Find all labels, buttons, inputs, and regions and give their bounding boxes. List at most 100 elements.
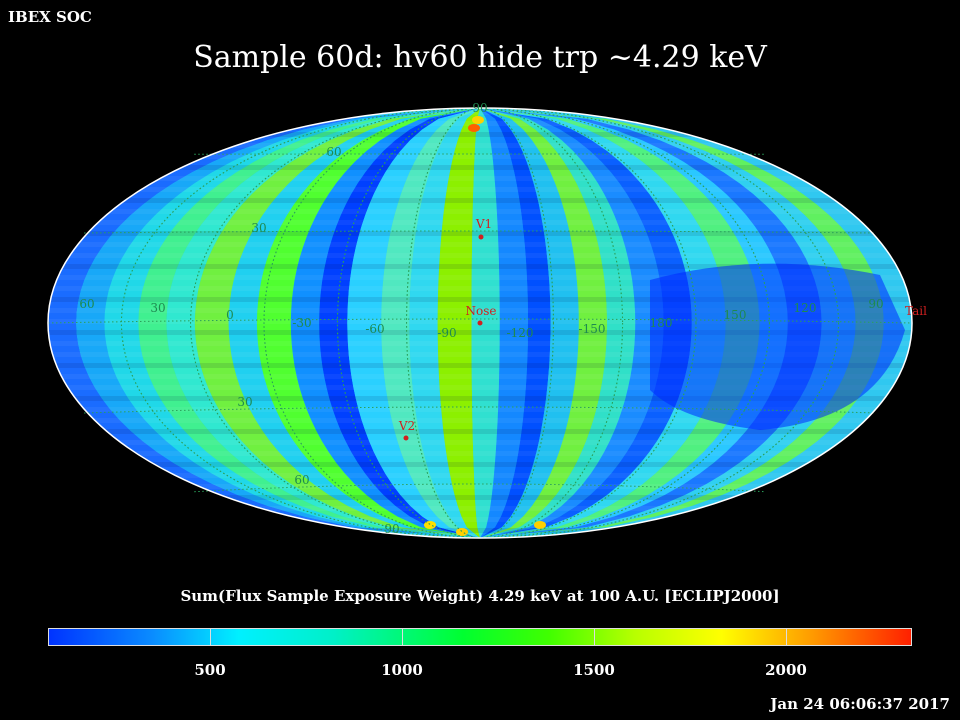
v2-marker	[403, 435, 409, 441]
hot-spot	[456, 528, 468, 536]
graticule-parallel	[194, 483, 766, 493]
lon-label-minus-120: -120	[507, 326, 534, 340]
pixel-texture-row	[48, 418, 912, 423]
pixel-texture-row	[48, 407, 912, 412]
pixel-texture-row	[48, 110, 912, 115]
pixel-texture-row	[48, 187, 912, 192]
pixel-texture-row	[48, 209, 912, 214]
pixel-texture-row	[48, 154, 912, 159]
pixel-texture-row	[48, 297, 912, 302]
colorbar-label-2000: 2000	[765, 661, 807, 679]
colorbar	[48, 628, 912, 646]
pixel-texture-row	[48, 242, 912, 247]
pixel-texture-row	[48, 440, 912, 445]
flux-band	[480, 108, 726, 538]
nose-marker	[477, 320, 483, 326]
map-fill	[48, 108, 912, 544]
flux-band	[480, 108, 579, 538]
colorbar-label-1000: 1000	[381, 661, 423, 679]
flux-band	[347, 108, 480, 538]
pixel-texture-row	[48, 363, 912, 368]
graticule-meridian	[336, 107, 624, 539]
flux-band	[480, 108, 664, 538]
pixel-texture-row	[48, 275, 912, 280]
v2-label: V2	[398, 419, 415, 433]
pixel-texture-row	[48, 462, 912, 467]
colorbar-tick-1000	[402, 629, 403, 646]
pixel-texture-row	[48, 473, 912, 478]
pixel-texture-row	[48, 539, 912, 544]
lon-label-180: 180	[650, 316, 673, 330]
lon-label-120: 120	[794, 301, 817, 315]
pixel-texture-row	[48, 231, 912, 236]
lon-label-90: 90	[868, 297, 883, 311]
map-title: Sample 60d: hv60 hide trp ~4.29 keV	[193, 40, 767, 75]
colorbar-tick-2000	[786, 629, 787, 646]
pixel-texture-row	[48, 341, 912, 346]
colorbar-tick-500	[210, 629, 211, 646]
colorbar-title: Sum(Flux Sample Exposure Weight) 4.29 ke…	[180, 587, 780, 605]
lon-label-minus-30: -30	[292, 316, 311, 330]
flux-band	[409, 108, 480, 538]
flux-band	[480, 108, 551, 538]
hot-spot	[472, 116, 484, 124]
pixel-texture-row	[48, 132, 912, 137]
pixel-texture-row	[48, 528, 912, 533]
flux-band	[437, 108, 480, 538]
graticule-meridian	[263, 107, 697, 539]
pixel-texture-row	[48, 176, 912, 181]
pixel-texture-row	[48, 429, 912, 434]
colorbar-tick-1500	[594, 629, 595, 646]
pixel-texture-row	[48, 495, 912, 500]
graticule-meridian	[190, 107, 770, 539]
org-label: IBEX SOC	[8, 8, 92, 26]
pixel-texture-row	[48, 253, 912, 258]
lat-label-30-north: 30	[251, 221, 266, 235]
low-flux-region	[650, 263, 905, 430]
pixel-texture-row	[48, 451, 912, 456]
pixel-texture-row	[48, 484, 912, 489]
pixel-texture-row	[48, 198, 912, 203]
pixel-texture-row	[48, 220, 912, 225]
pixel-texture-row	[48, 506, 912, 511]
lon-label-150: 150	[724, 308, 747, 322]
colorbar-label-1500: 1500	[573, 661, 615, 679]
pixel-texture-row	[48, 385, 912, 390]
nose-label: Nose	[466, 304, 497, 318]
pixel-texture-row	[48, 286, 912, 291]
flux-band	[290, 108, 480, 538]
colorbar-label-500: 500	[194, 661, 226, 679]
lat-label-90-north: 90	[472, 101, 487, 115]
lat-label-90-south: 90	[384, 522, 399, 536]
v1-marker	[478, 234, 484, 240]
pixel-texture-row	[48, 143, 912, 148]
pixel-texture-row	[48, 308, 912, 313]
flux-band	[480, 108, 636, 538]
pixel-texture-row	[48, 517, 912, 522]
pixel-texture-row	[48, 330, 912, 335]
lon-label-minus-90: -90	[437, 326, 456, 340]
flux-band	[480, 108, 528, 538]
flux-band	[480, 108, 608, 538]
hot-spot	[534, 521, 546, 529]
hot-spot	[424, 521, 436, 529]
pixel-texture-row	[48, 352, 912, 357]
lon-label-60-west: 60	[79, 297, 94, 311]
lon-label-minus-60: -60	[365, 322, 384, 336]
flux-band	[319, 108, 480, 538]
lon-label-minus-150: -150	[579, 322, 606, 336]
pixel-texture-row	[48, 374, 912, 379]
lon-label-30-west: 30	[150, 301, 165, 315]
lat-label-60-south: 60	[294, 473, 309, 487]
tail-label: Tail	[905, 304, 927, 318]
pixel-texture-row	[48, 264, 912, 269]
flux-band	[471, 108, 500, 538]
lat-label-30-south: 30	[237, 395, 252, 409]
lon-label-0: 0	[226, 308, 234, 322]
graticule-parallel	[47, 318, 913, 324]
timestamp: Jan 24 06:06:37 2017	[770, 695, 950, 713]
flux-band	[381, 108, 480, 538]
hot-spot	[468, 124, 480, 132]
flux-band	[256, 108, 480, 538]
